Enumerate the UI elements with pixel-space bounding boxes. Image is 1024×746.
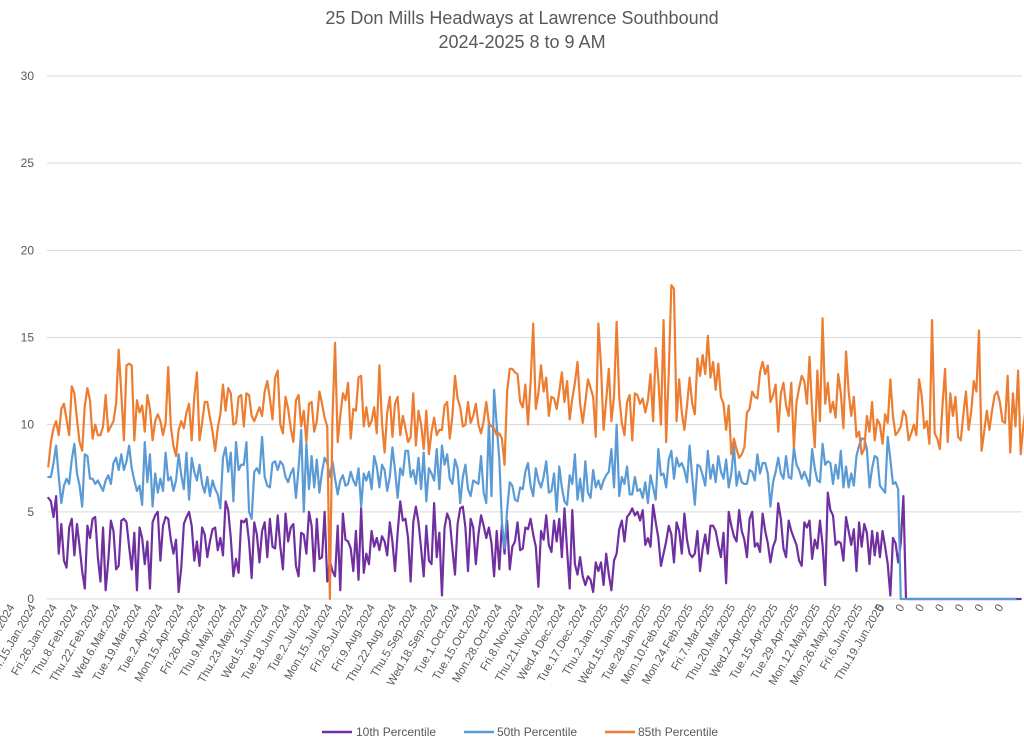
legend-item-10th[interactable]: 10th Percentile <box>322 725 436 739</box>
y-tick-label: 15 <box>21 331 35 345</box>
x-axis-ticks: Tue.2.Jan.2024Mon.15.Jan.2024Fri.26.Jan.… <box>0 602 1006 688</box>
x-tick-label: 0 <box>933 603 947 615</box>
legend: 10th Percentile 50th Percentile 85th Per… <box>322 725 718 739</box>
x-tick-label: 0 <box>874 603 888 615</box>
legend-item-50th[interactable]: 50th Percentile <box>464 725 577 739</box>
x-tick-label: 0 <box>993 603 1007 615</box>
chart-title: 25 Don Mills Headways at Lawrence Southb… <box>325 8 718 28</box>
y-tick-label: 20 <box>21 243 35 257</box>
gridlines <box>47 75 1022 600</box>
legend-label-85th: 85th Percentile <box>638 725 718 739</box>
series-line-50th <box>47 388 1017 601</box>
y-tick-label: 5 <box>27 505 34 519</box>
x-tick-label: 0 <box>914 603 928 615</box>
series-line-85th <box>47 284 1024 601</box>
y-tick-label: 10 <box>21 418 35 432</box>
chart-subtitle: 2024-2025 8 to 9 AM <box>438 32 605 52</box>
y-axis-ticks: 0 5 10 15 20 25 30 <box>21 69 35 606</box>
legend-label-50th: 50th Percentile <box>497 725 577 739</box>
x-tick-label: 0 <box>894 603 908 615</box>
y-tick-label: 0 <box>27 592 34 606</box>
y-tick-label: 25 <box>21 156 35 170</box>
legend-label-10th: 10th Percentile <box>356 725 436 739</box>
series-line-10th <box>47 491 1022 601</box>
x-tick-label: 0 <box>973 603 987 615</box>
x-tick-label: 0 <box>953 603 967 615</box>
legend-item-85th[interactable]: 85th Percentile <box>605 725 718 739</box>
series-lines <box>47 284 1024 601</box>
y-tick-label: 30 <box>21 69 35 83</box>
